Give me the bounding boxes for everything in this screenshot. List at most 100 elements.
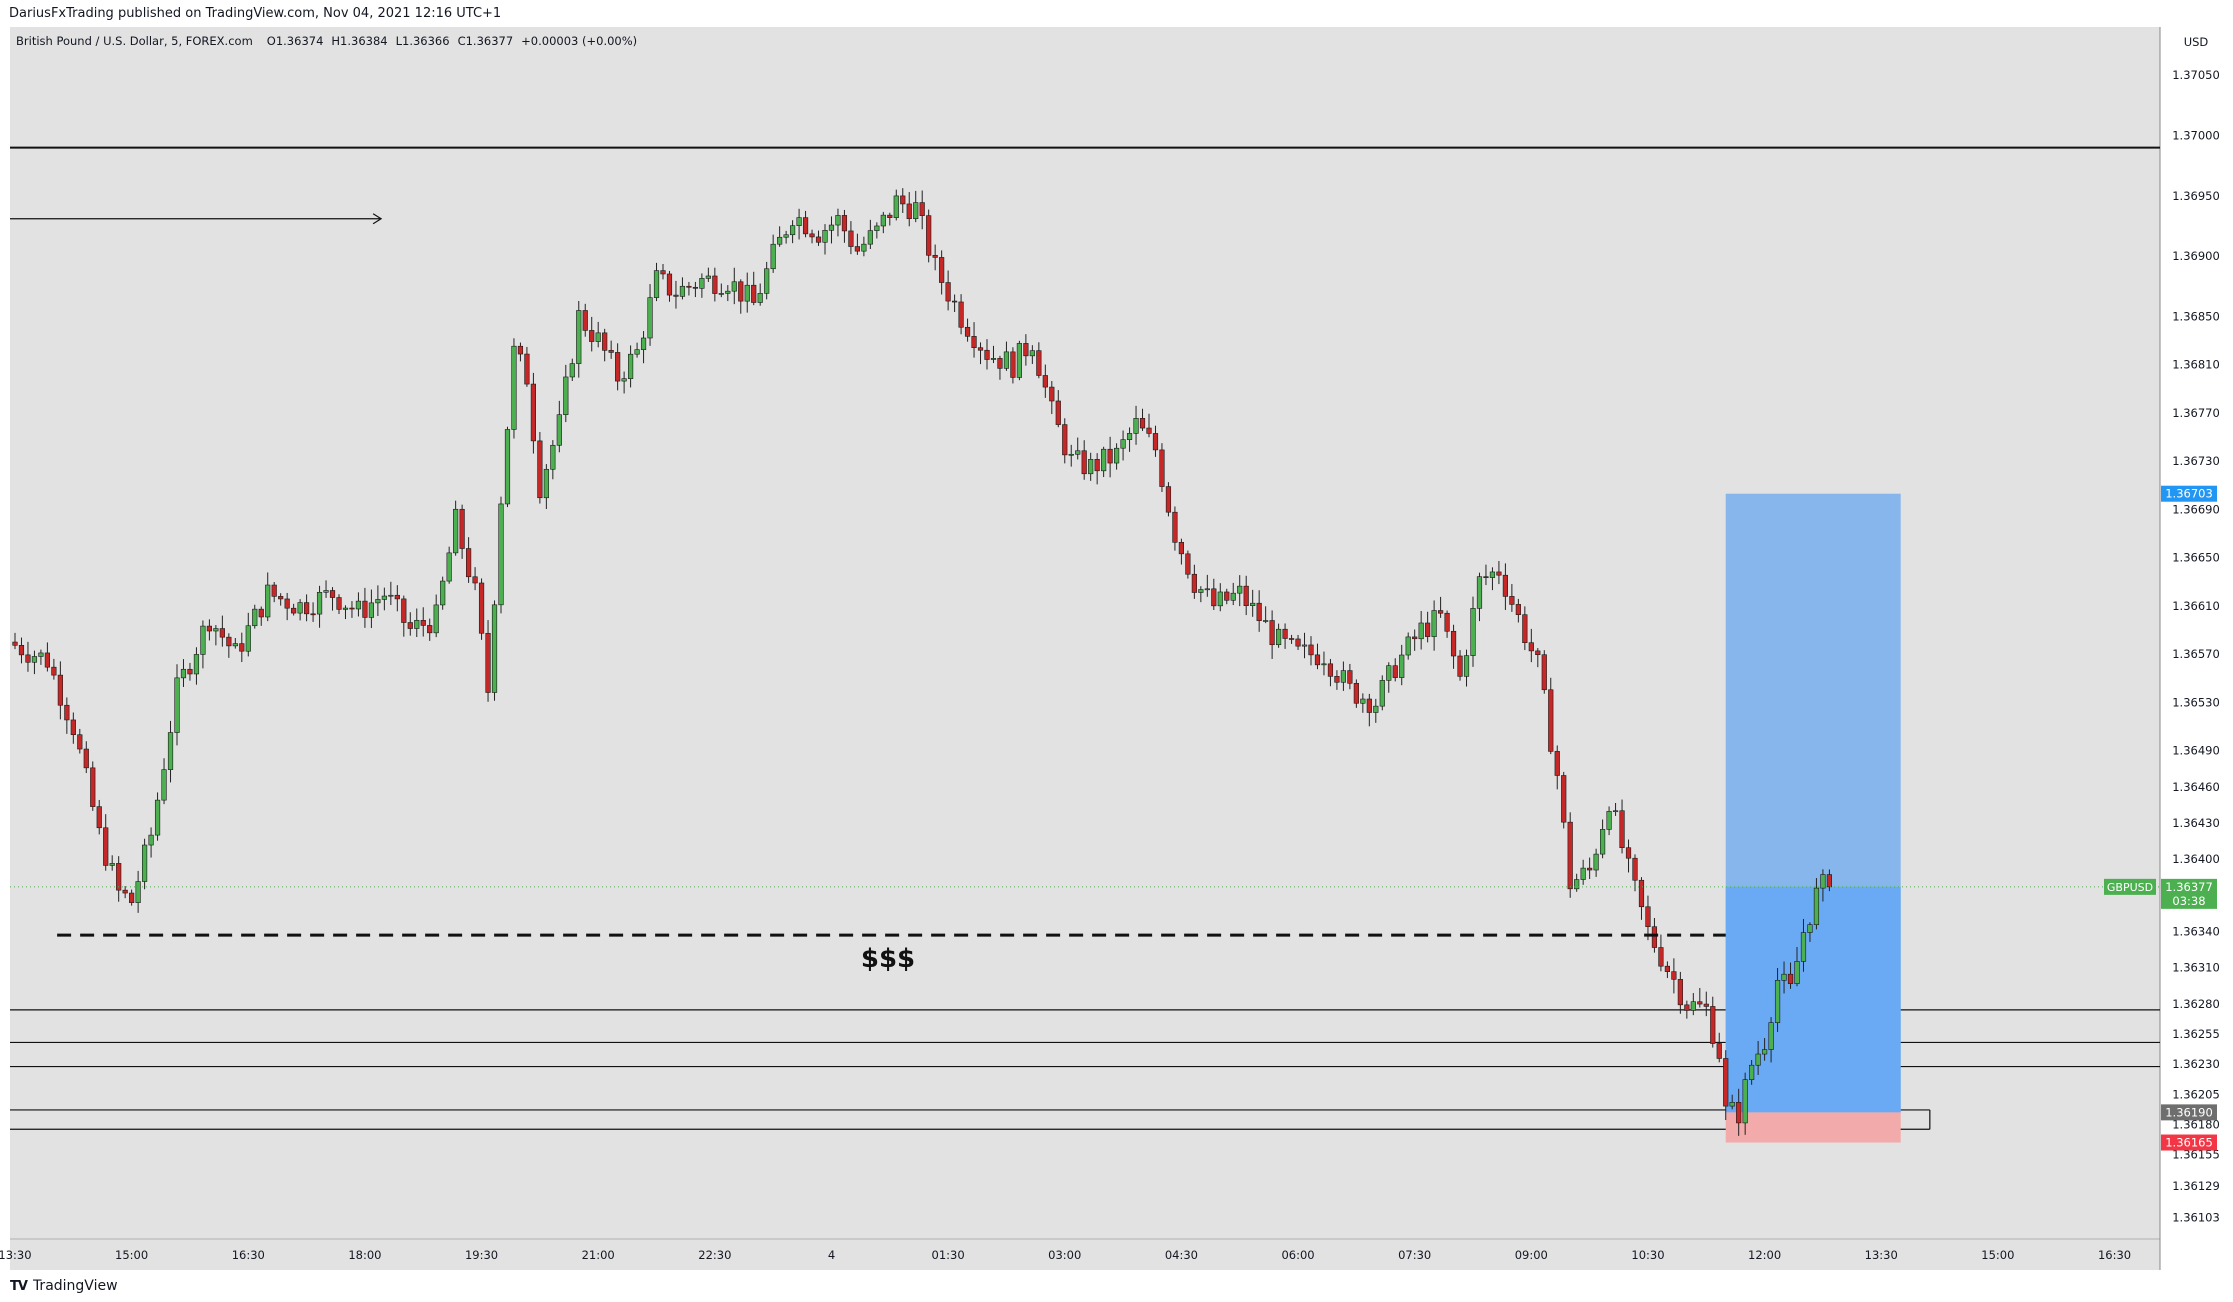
time-tick-label: 10:30 (1631, 1248, 1664, 1262)
price-tick-label: 1.36310 (2172, 961, 2220, 975)
candle-body (1813, 887, 1820, 925)
price-tick-label: 1.36155 (2172, 1148, 2220, 1162)
price-tick-label: 1.36770 (2172, 406, 2220, 420)
candle-body (744, 284, 750, 302)
candle-body (563, 376, 569, 416)
candle-body (893, 195, 899, 218)
candle-body (861, 243, 867, 252)
candle-body (789, 225, 796, 236)
candle-body (854, 246, 860, 252)
candle-body (1217, 591, 1223, 607)
candle-body (193, 654, 200, 675)
candle-body (679, 285, 686, 297)
price-tick-label: 1.36690 (2172, 502, 2220, 516)
candle-body (1742, 1079, 1748, 1124)
candle-body (582, 310, 588, 331)
candle-body (135, 881, 141, 903)
time-tick-label: 04:30 (1165, 1248, 1198, 1262)
candle-body (1541, 654, 1547, 691)
candle-body (576, 310, 582, 364)
candle-body (757, 293, 763, 303)
candle-body (154, 799, 161, 836)
candle-body (777, 236, 783, 245)
candle-body (1671, 971, 1677, 980)
candle-body (1425, 622, 1431, 637)
candle-body (1101, 448, 1107, 472)
candle-body (1450, 630, 1457, 657)
candle-body (1152, 433, 1159, 451)
candle-body (1321, 663, 1327, 666)
price-tick-label: 1.36103 (2172, 1210, 2220, 1224)
time-tick-label: 19:30 (465, 1248, 498, 1262)
candle-body (958, 301, 964, 328)
candle-body (1606, 811, 1612, 830)
stop-zone[interactable] (1725, 1112, 1901, 1143)
candle-body (1489, 571, 1496, 578)
candle-body (913, 202, 919, 220)
candle-body (1515, 604, 1521, 615)
candle-body (1703, 1003, 1709, 1007)
price-tick-label: 1.36730 (2172, 454, 2220, 468)
candle-body (245, 625, 251, 652)
liquidity-label: $$$ (861, 944, 915, 974)
candle-body (252, 608, 258, 627)
candle-body (122, 889, 128, 894)
candle-body (336, 597, 342, 610)
price-axis[interactable] (2160, 27, 2233, 1270)
candle-body (161, 769, 167, 801)
candle-body (1580, 867, 1586, 880)
candle-body (18, 645, 25, 656)
candle-body (640, 337, 647, 350)
candle-body (381, 595, 387, 600)
time-tick-label: 22:30 (698, 1248, 731, 1262)
candle-body (764, 268, 770, 294)
price-tick-label: 1.36280 (2172, 997, 2220, 1011)
candle-body (1444, 612, 1450, 632)
candle-body (96, 806, 102, 829)
candle-body (990, 358, 997, 360)
candle-body (1781, 973, 1787, 981)
long-position-tool[interactable] (1725, 493, 1901, 1143)
candle-body (478, 582, 485, 634)
profit-zone-filled (1725, 886, 1901, 1113)
candle-body (1379, 680, 1385, 707)
candle-body (342, 607, 349, 610)
candle-body (174, 677, 180, 733)
candle-body (543, 468, 549, 499)
candle-body (653, 270, 660, 298)
candle-body (926, 215, 932, 256)
price-tick-label: 1.36180 (2172, 1117, 2220, 1131)
candle-body (116, 863, 122, 891)
candle-body (524, 353, 530, 385)
candle-body (316, 591, 323, 615)
candle-body (919, 202, 925, 216)
time-axis[interactable] (10, 1239, 2160, 1270)
candle-body (31, 656, 38, 663)
candle-body (433, 604, 439, 634)
candle-body (1334, 676, 1340, 683)
candle-body (809, 233, 815, 238)
time-tick-label: 01:30 (932, 1248, 965, 1262)
arrow-head-icon (372, 213, 383, 225)
candle-body (1172, 511, 1178, 543)
candle-body (1820, 874, 1826, 889)
candle-body (1509, 596, 1515, 605)
candle-body (414, 620, 420, 629)
candle-body (459, 508, 465, 549)
candle-body (1126, 433, 1133, 440)
candle-body (1288, 638, 1295, 640)
candle-body (1690, 1001, 1696, 1011)
candle-body (498, 503, 504, 606)
candle-body (1010, 351, 1016, 378)
candle-body (1373, 705, 1379, 713)
candle-body (692, 286, 698, 289)
candle-body (1496, 571, 1502, 576)
candle-body (1353, 682, 1359, 704)
candle-body (310, 613, 316, 616)
candle-body (1593, 853, 1599, 871)
candle-body (1755, 1053, 1761, 1066)
time-tick-label: 4 (828, 1248, 835, 1262)
candle-body (530, 383, 536, 442)
candle-body (1405, 636, 1411, 656)
